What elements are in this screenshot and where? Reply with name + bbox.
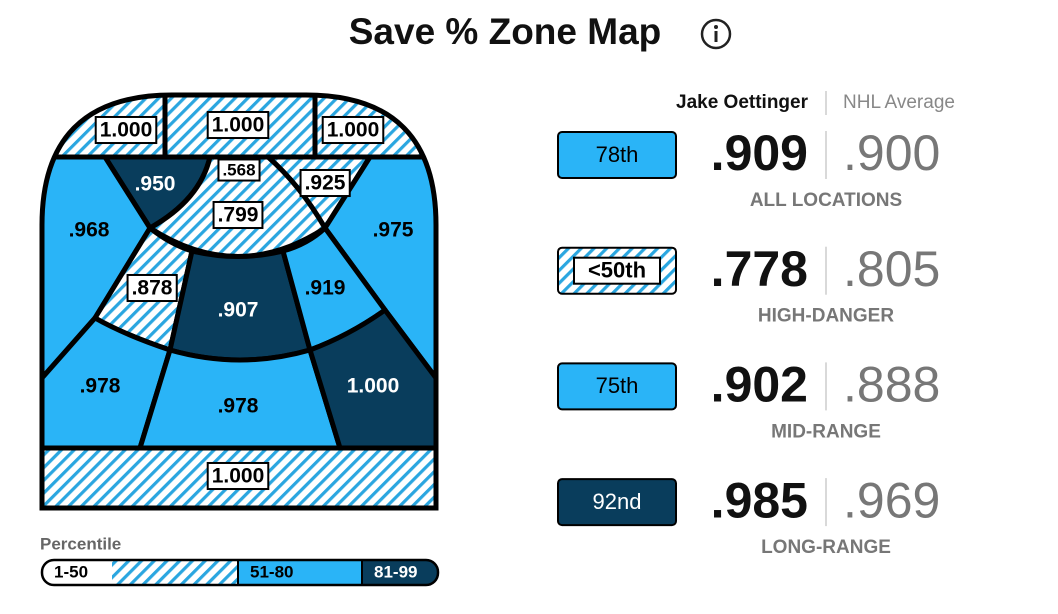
zone-label: .878	[132, 277, 173, 300]
zone-label: .907	[218, 299, 259, 322]
zone-label-box	[217, 158, 261, 182]
zone-label: .919	[305, 277, 346, 300]
zone-label-group: .799	[212, 200, 264, 230]
player-value: .902	[711, 357, 808, 413]
zone-label: .568	[222, 160, 255, 179]
average-value: .969	[843, 472, 940, 528]
zone-label: 1.000	[347, 375, 400, 398]
zone-label-group: .919	[305, 277, 346, 300]
rink-outline	[39, 92, 439, 511]
zone-label-group: 1.000	[94, 115, 158, 145]
zone-label: 1.000	[212, 465, 265, 488]
zone-label: 1.000	[212, 114, 265, 137]
legend-label: 81-99	[374, 562, 417, 581]
zone-label-box	[206, 110, 270, 140]
zone-label-group: .975	[373, 219, 414, 242]
zone-label-group: .907	[218, 299, 259, 322]
title: Save % Zone Map	[349, 11, 662, 52]
player-value: .778	[711, 241, 808, 297]
percentile-badge	[557, 362, 677, 411]
zone-label-group: .568	[217, 158, 261, 182]
zone-label-box	[94, 115, 158, 145]
legend-label-bg	[42, 560, 112, 585]
zone-label-group: 1.000	[347, 375, 400, 398]
legend: Percentile 1-50 51-80 81-99	[40, 534, 440, 587]
zone-label: .978	[80, 375, 121, 398]
zone-label-group: .978	[218, 395, 259, 418]
zone-label: .968	[69, 219, 110, 242]
percentile-badge	[557, 131, 677, 179]
percentile: 75th	[596, 373, 639, 398]
percentile: <50th	[588, 258, 646, 283]
zone-label-group: .925	[299, 168, 351, 198]
zone-label: 1.000	[327, 119, 380, 142]
percentile: 78th	[596, 142, 639, 167]
row-label: MID-RANGE	[771, 421, 881, 442]
zone-labels: 1.000 1.000 1.000 .950 .568 .925 .968 .799 .975.…	[69, 110, 414, 491]
legend-bar	[42, 560, 438, 585]
percentile: 92nd	[593, 489, 642, 514]
zone-label-box	[206, 461, 270, 491]
zone-label: .950	[135, 173, 176, 196]
zone-label-box	[126, 273, 178, 303]
average-value: .888	[843, 357, 940, 413]
legend-label: 51-80	[250, 562, 293, 581]
zone-label: 1.000	[100, 119, 153, 142]
legend-swatch	[361, 560, 438, 585]
zone-label-box	[212, 200, 264, 230]
info-icon[interactable]	[700, 18, 732, 50]
zone-label-group: 1.000	[321, 115, 385, 145]
zone-label-group: 1.000	[206, 110, 270, 140]
player-name: Jake Oettinger	[676, 92, 809, 113]
zone-label-box	[321, 115, 385, 145]
average-name: NHL Average	[843, 92, 955, 113]
zone-label-box	[299, 168, 351, 198]
stats-panel: Jake Oettinger NHL Average 78th .909 .900 ALL…	[557, 91, 955, 558]
row-label: HIGH-DANGER	[758, 306, 894, 327]
average-value: .805	[843, 241, 940, 297]
average-value: .900	[843, 125, 940, 181]
zone-label-group: 1.000	[206, 461, 270, 491]
zone-label: .978	[218, 395, 259, 418]
zone-label-group: .978	[80, 375, 121, 398]
zone-label-group: .878	[126, 273, 178, 303]
badge-label-bg	[573, 256, 661, 285]
row-label: LONG-RANGE	[761, 537, 891, 558]
zone-label: .975	[373, 219, 414, 242]
zone-label-group: .968	[69, 219, 110, 242]
row-label: ALL LOCATIONS	[750, 190, 902, 211]
legend-label: 1-50	[54, 562, 88, 581]
legend-title: Percentile	[40, 534, 121, 553]
zone-label-group: .950	[135, 173, 176, 196]
legend-outline	[40, 558, 440, 587]
zone-label: .799	[218, 204, 259, 227]
percentile-badge	[557, 478, 677, 527]
zone	[307, 307, 436, 451]
player-value: .985	[711, 472, 808, 528]
zone-label: .925	[305, 172, 346, 195]
player-value: .909	[711, 125, 808, 181]
